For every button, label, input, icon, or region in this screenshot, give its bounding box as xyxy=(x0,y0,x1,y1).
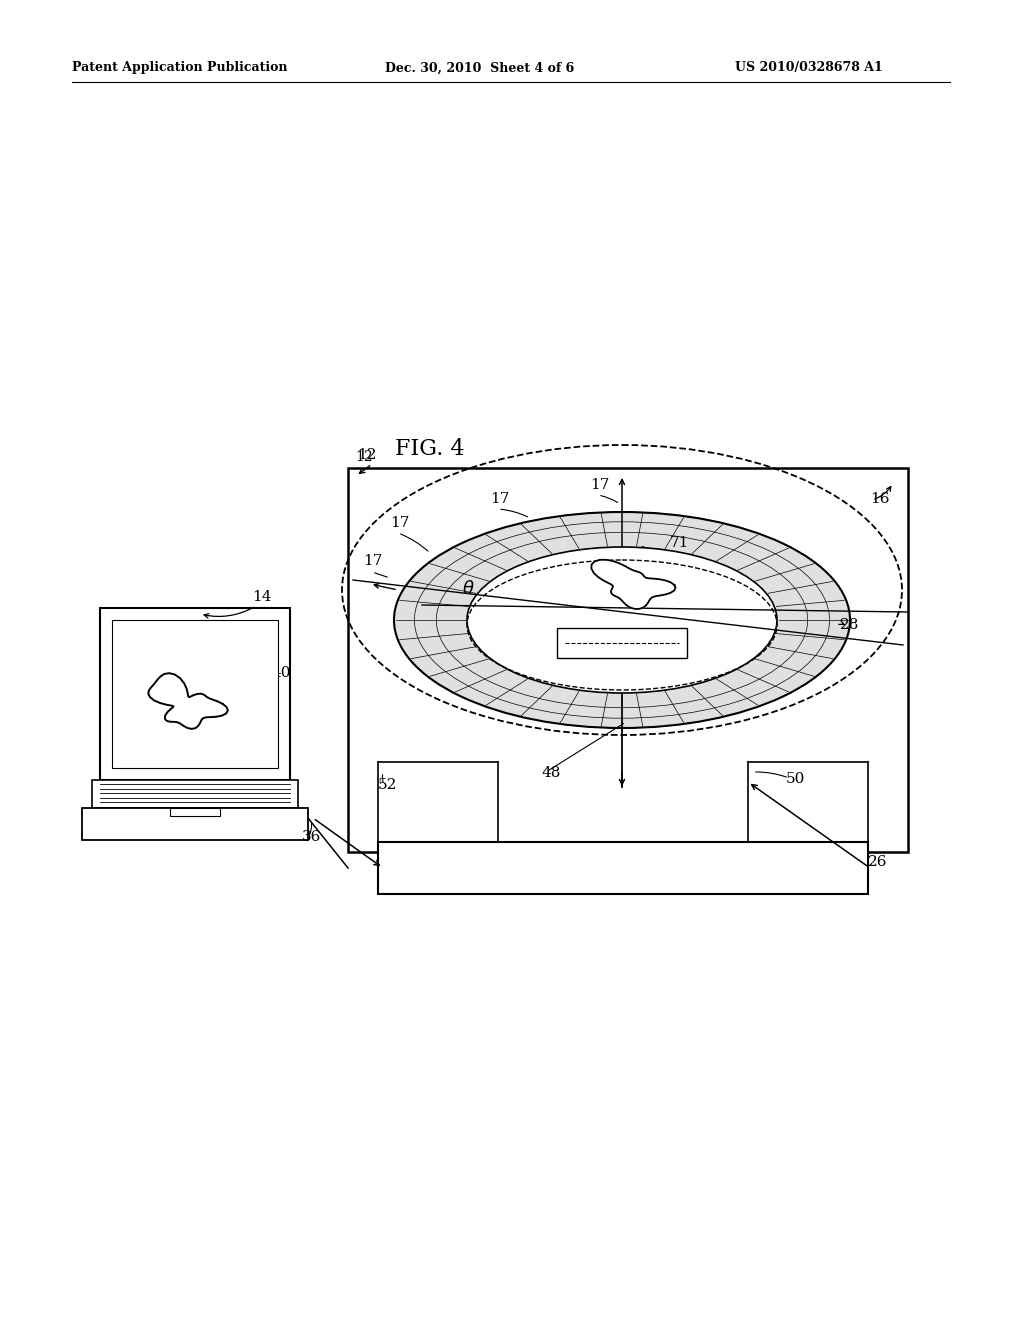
Text: 48: 48 xyxy=(542,766,561,780)
Text: 12: 12 xyxy=(355,450,373,465)
Text: 36: 36 xyxy=(302,830,322,843)
Text: 71: 71 xyxy=(670,536,689,550)
Text: $\theta$: $\theta$ xyxy=(462,579,475,598)
Bar xyxy=(100,609,290,780)
Text: 17: 17 xyxy=(490,492,509,506)
Bar xyxy=(348,469,908,851)
Text: 50: 50 xyxy=(786,772,805,785)
Bar xyxy=(378,842,868,894)
Text: 17: 17 xyxy=(590,478,609,492)
Bar xyxy=(557,628,687,657)
Text: 26: 26 xyxy=(868,855,888,869)
Text: 17: 17 xyxy=(362,554,382,568)
Ellipse shape xyxy=(467,546,777,693)
Bar xyxy=(112,620,278,768)
Bar xyxy=(82,808,308,840)
Text: 14: 14 xyxy=(252,590,271,605)
Text: 40: 40 xyxy=(272,667,292,680)
Text: Dec. 30, 2010  Sheet 4 of 6: Dec. 30, 2010 Sheet 4 of 6 xyxy=(385,62,574,74)
Text: 17: 17 xyxy=(390,516,410,531)
Ellipse shape xyxy=(394,512,850,729)
Text: 12: 12 xyxy=(357,447,377,462)
Bar xyxy=(170,808,220,816)
Bar xyxy=(92,780,298,808)
Text: FIG. 4: FIG. 4 xyxy=(395,438,465,459)
Text: US 2010/0328678 A1: US 2010/0328678 A1 xyxy=(735,62,883,74)
Text: 16: 16 xyxy=(870,492,890,506)
Text: 52: 52 xyxy=(378,777,397,792)
Polygon shape xyxy=(591,560,676,609)
Polygon shape xyxy=(148,673,228,729)
Text: Patent Application Publication: Patent Application Publication xyxy=(72,62,288,74)
Text: 28: 28 xyxy=(840,618,859,632)
